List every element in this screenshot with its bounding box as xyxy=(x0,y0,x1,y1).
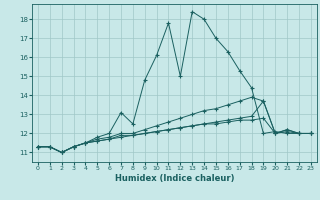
X-axis label: Humidex (Indice chaleur): Humidex (Indice chaleur) xyxy=(115,174,234,183)
